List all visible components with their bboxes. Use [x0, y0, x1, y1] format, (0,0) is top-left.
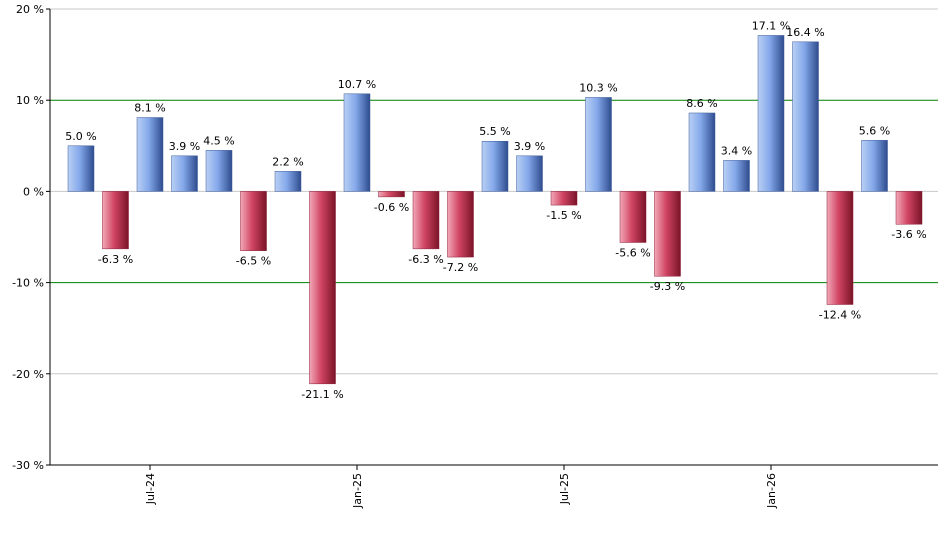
data-label: -21.1 % — [301, 388, 343, 401]
bar — [826, 191, 854, 305]
bar — [895, 191, 923, 225]
data-label: -9.3 % — [650, 280, 685, 293]
y-tick-label: -30 % — [12, 459, 44, 472]
data-label: -3.6 % — [891, 228, 926, 241]
data-label: 3.4 % — [721, 144, 752, 157]
bar — [654, 191, 681, 277]
bar — [861, 140, 888, 192]
bar — [481, 140, 509, 192]
data-label: 10.7 % — [338, 78, 376, 91]
x-tick-label: Jul-25 — [558, 473, 571, 505]
bar — [516, 155, 543, 192]
y-tick-label: -10 % — [12, 277, 44, 290]
x-tick-label: Jan-26 — [765, 473, 778, 509]
data-label: 16.4 % — [786, 26, 824, 39]
bar — [550, 191, 578, 206]
data-label: -12.4 % — [819, 308, 861, 321]
data-labels: 5.0 %-6.3 %8.1 %3.9 % 4.5 %-6.5 %2.2 %-21… — [65, 19, 926, 400]
y-tick-label: 10 % — [16, 94, 44, 107]
data-label: -5.6 % — [615, 246, 650, 259]
data-label: -6.5 % — [236, 255, 271, 268]
bar — [792, 41, 819, 192]
data-label: 17.1 % — [752, 19, 790, 32]
data-label: -7.2 % — [443, 261, 478, 274]
data-label: 5.6 % — [859, 124, 890, 137]
bar — [378, 191, 405, 198]
bar — [102, 191, 129, 250]
x-tick-label: Jul-24 — [144, 473, 157, 505]
bar — [619, 191, 647, 243]
bar — [343, 93, 371, 192]
bar — [240, 191, 267, 251]
data-label: 3.9 % — [169, 140, 200, 153]
data-label: 8.1 % — [134, 102, 165, 115]
bar — [171, 155, 198, 192]
data-label: 5.0 % — [65, 130, 96, 143]
bar — [447, 191, 474, 258]
bar — [205, 150, 233, 192]
data-label: 2.2 % — [272, 155, 303, 168]
data-label: 8.6 % — [686, 97, 717, 110]
bar — [688, 112, 716, 192]
data-label: -0.6 % — [374, 201, 409, 214]
bar — [723, 160, 750, 192]
data-label: 4.5 % — [203, 134, 234, 147]
bar — [412, 191, 440, 250]
bars — [67, 35, 923, 385]
y-tick-label: 0 % — [23, 185, 44, 198]
bar — [67, 145, 95, 192]
y-tick-label: 20 % — [16, 3, 44, 16]
axes: 20 % 10 % 0 % -10 % -20 % -30 % Jul-24 Jan-25 Ju… — [12, 3, 938, 509]
reference-lines — [50, 99, 938, 284]
data-label: -6.3 % — [408, 253, 443, 266]
y-tick-label: -20 % — [12, 368, 44, 381]
data-label: -1.5 % — [546, 209, 581, 222]
data-label: 3.9 % — [514, 140, 545, 153]
bar — [585, 97, 612, 192]
x-tick-label: Jan-25 — [351, 473, 364, 509]
bar — [274, 171, 302, 192]
bar — [757, 35, 785, 192]
data-label: 10.3 % — [579, 81, 617, 94]
bar — [136, 117, 164, 192]
bar — [309, 191, 336, 385]
data-label: -6.3 % — [98, 253, 133, 266]
data-label: 5.5 % — [479, 125, 510, 138]
